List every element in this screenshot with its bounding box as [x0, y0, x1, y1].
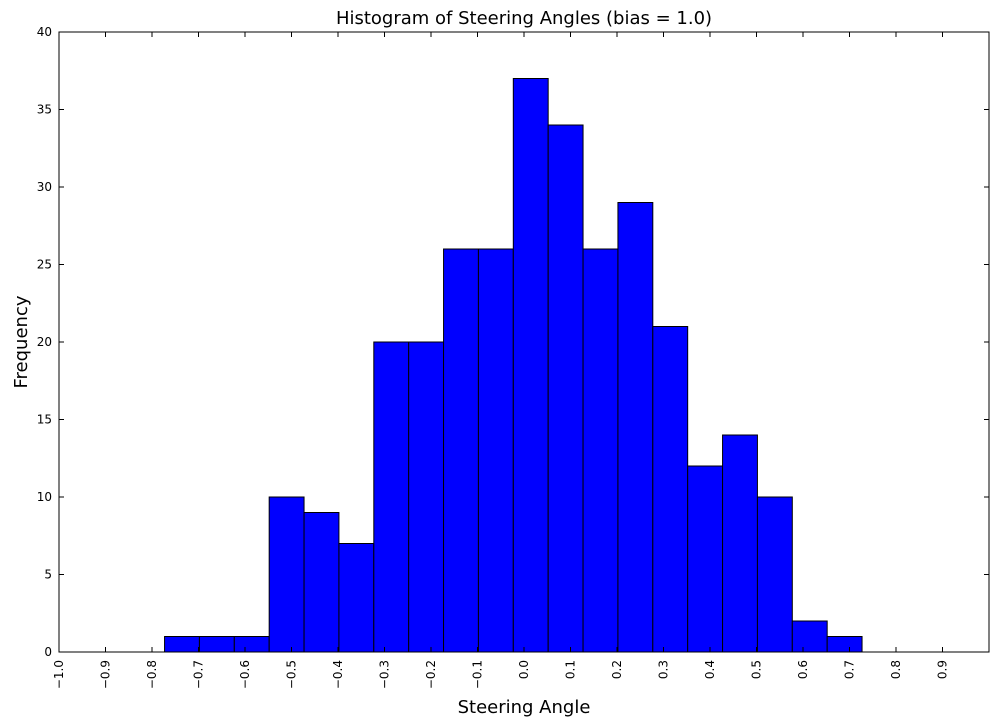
- y-tick-label-2: 10: [37, 490, 52, 504]
- bar-0: [164, 636, 200, 653]
- bar-11: [547, 124, 584, 653]
- x-tick-label-7: −0.3: [378, 660, 392, 689]
- bar-6: [373, 341, 410, 653]
- bar-19: [826, 636, 863, 653]
- bar-4: [303, 512, 340, 653]
- chart-title: Histogram of Steering Angles (bias = 1.0…: [336, 8, 712, 29]
- bar-3: [268, 496, 305, 653]
- bars-layer: [164, 78, 863, 653]
- bar-16: [722, 434, 758, 653]
- x-tick-label-16: 0.6: [796, 660, 810, 679]
- bar-13: [617, 202, 654, 653]
- x-tick-label-11: 0.1: [564, 660, 578, 679]
- x-tick-label-6: −0.4: [331, 660, 345, 689]
- y-tick-label-4: 20: [37, 335, 52, 349]
- y-tick-label-5: 25: [37, 258, 52, 272]
- bar-15: [687, 465, 724, 653]
- x-tick-label-2: −0.8: [145, 660, 159, 689]
- bar-9: [477, 248, 514, 653]
- bar-2: [233, 636, 270, 653]
- y-tick-label-6: 30: [37, 180, 52, 194]
- x-tick-label-13: 0.3: [657, 660, 671, 679]
- bar-7: [408, 341, 445, 653]
- bar-1: [198, 636, 235, 653]
- x-tick-label-12: 0.2: [610, 660, 624, 679]
- y-tick-label-0: 0: [44, 645, 52, 659]
- bar-17: [756, 496, 793, 653]
- x-tick-label-8: −0.2: [424, 660, 438, 689]
- x-tick-label-0: −1.0: [52, 660, 66, 689]
- x-tick-label-10: 0.0: [517, 660, 531, 679]
- x-tick-label-19: 0.9: [936, 660, 950, 679]
- y-tick-label-8: 40: [37, 25, 52, 39]
- bar-8: [443, 248, 479, 653]
- x-tick-label-1: −0.9: [99, 660, 113, 689]
- x-axis-label: Steering Angle: [458, 697, 591, 718]
- bar-18: [791, 620, 828, 653]
- x-tick-label-17: 0.7: [843, 660, 857, 679]
- x-tick-label-15: 0.5: [750, 660, 764, 679]
- x-tick-label-3: −0.7: [192, 660, 206, 689]
- axes-layer: 0 5 10 15 20 25 30 35 40 −1.0 −0.9 −0.8 −0.7 −0.6 −0.5…: [37, 25, 990, 689]
- y-tick-label-1: 5: [44, 568, 52, 582]
- x-tick-label-18: 0.8: [889, 660, 903, 679]
- x-tick-label-14: 0.4: [703, 660, 717, 679]
- x-tick-label-5: −0.5: [285, 660, 299, 689]
- bar-5: [338, 543, 375, 653]
- y-tick-label-3: 15: [37, 413, 52, 427]
- y-tick-label-7: 35: [37, 103, 52, 117]
- bar-14: [652, 326, 689, 653]
- y-axis-label: Frequency: [11, 295, 32, 388]
- bar-12: [582, 248, 619, 653]
- bar-10: [512, 78, 549, 653]
- x-tick-label-4: −0.6: [238, 660, 252, 689]
- x-tick-label-9: −0.1: [471, 660, 485, 689]
